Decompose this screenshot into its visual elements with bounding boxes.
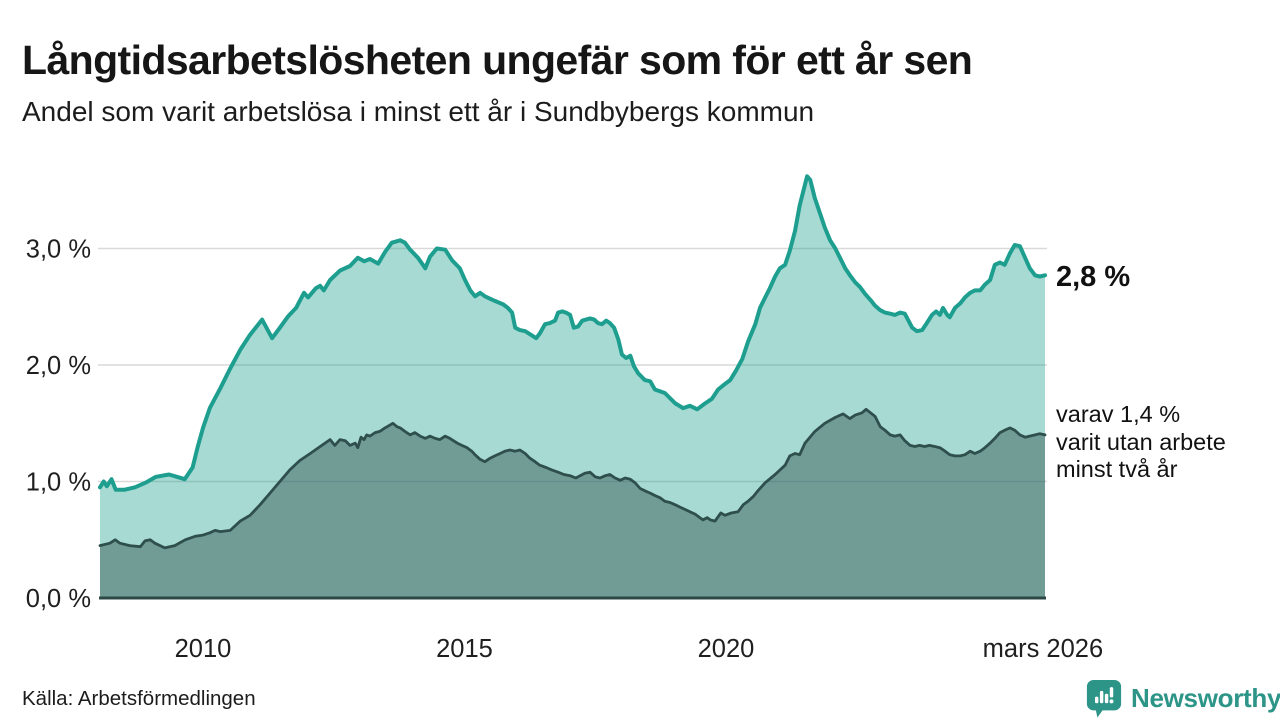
svg-text:2015: 2015 [436,635,493,663]
newsworthy-wordmark: Newsworthy [1131,682,1280,713]
newsworthy-logo-icon [1086,679,1122,718]
newsworthy-brand: Newsworthy [1085,678,1280,718]
svg-text:2020: 2020 [698,635,755,663]
svg-text:mars 2026: mars 2026 [983,635,1103,663]
svg-text:3,0 %: 3,0 % [26,236,91,264]
chart-subtitle: Andel som varit arbetslösa i minst ett å… [22,96,815,127]
secondary-series-label-line1: varav 1,4 % [1056,401,1181,427]
logo-bar-chart-glyph [1094,687,1114,704]
svg-text:1,0 %: 1,0 % [26,469,91,497]
svg-text:2,0 %: 2,0 % [26,352,91,380]
secondary-series-label: varav 1,4 % varit utan arbete minst två … [1056,401,1226,484]
page-title: Långtidsarbetslösheten ungefär som för e… [22,37,973,84]
svg-text:0,0 %: 0,0 % [26,585,91,613]
secondary-series-label-line3: minst två år [1056,456,1178,482]
secondary-series-label-line2: varit utan arbete [1056,428,1226,455]
svg-text:2010: 2010 [175,635,232,663]
source-attribution: Källa: Arbetsförmedlingen [22,687,256,710]
latest-value-label: 2,8 % [1056,261,1131,293]
